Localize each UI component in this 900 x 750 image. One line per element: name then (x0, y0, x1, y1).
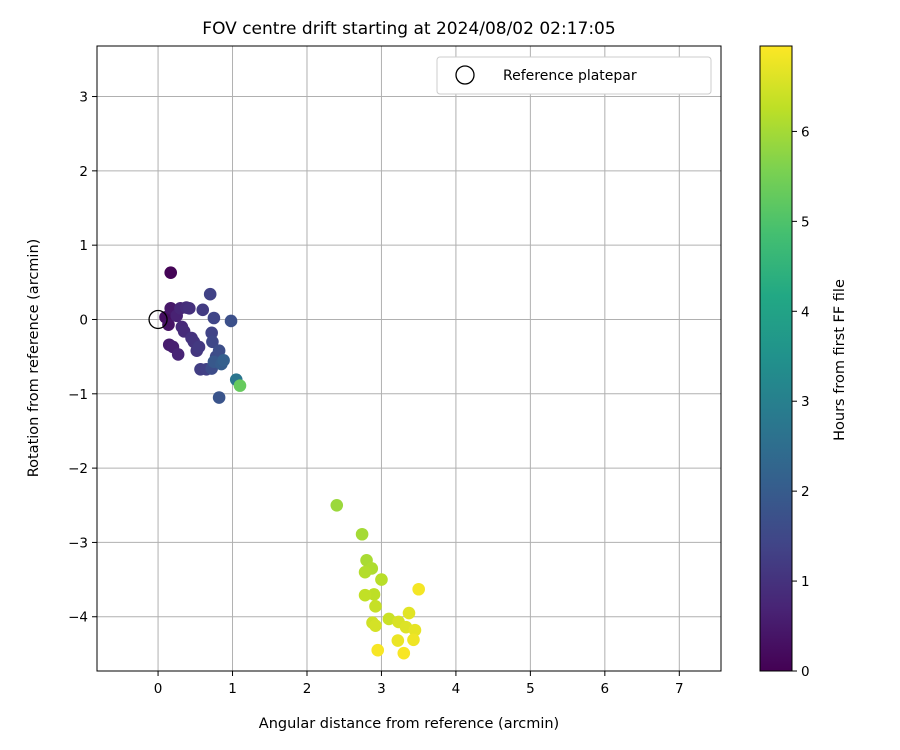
data-point (207, 311, 221, 325)
x-tick-label: 7 (675, 681, 684, 697)
y-tick-label: 2 (79, 164, 88, 180)
colorbar-tick-label: 6 (801, 124, 810, 140)
y-axis-ticks: −4 −3 −2 −1 0 1 2 3 (68, 90, 97, 626)
colorbar-tick-label: 3 (801, 394, 810, 410)
y-tick-label: −3 (68, 535, 88, 551)
data-point (224, 314, 238, 328)
x-tick-label: 0 (154, 681, 163, 697)
data-point (196, 303, 210, 317)
data-point (382, 612, 396, 626)
plot-frame (96, 45, 722, 672)
colorbar-tick-label: 1 (801, 574, 810, 590)
x-tick-label: 6 (601, 681, 610, 697)
data-point (171, 348, 185, 361)
x-tick-label: 2 (303, 681, 312, 697)
x-axis-label: Angular distance from reference (arcmin) (259, 716, 559, 732)
data-point (183, 302, 196, 315)
data-point (402, 606, 416, 620)
data-point (407, 633, 420, 647)
legend-marker (455, 65, 475, 85)
colorbar-frame (759, 45, 793, 672)
data-point (355, 527, 369, 541)
x-tick-label: 1 (228, 681, 237, 697)
data-point (391, 634, 405, 647)
data-point (233, 379, 247, 392)
data-point (408, 623, 422, 637)
colorbar-tick-label: 0 (801, 664, 810, 680)
y-tick-label: 0 (79, 312, 88, 328)
legend: Reference platepar (436, 56, 712, 95)
data-point (358, 588, 372, 602)
data-point (164, 266, 178, 279)
data-point (375, 573, 388, 586)
data-point (369, 600, 382, 613)
data-point (192, 340, 206, 354)
chart-title: FOV centre drift starting at 2024/08/02 … (202, 19, 615, 39)
data-point (412, 582, 425, 596)
colorbar-tick-label: 2 (801, 484, 810, 500)
data-point (371, 643, 385, 657)
data-point (397, 646, 411, 660)
data-points (159, 266, 425, 660)
colorbar-gradient (760, 46, 792, 671)
x-axis-ticks: 0 1 2 3 4 5 6 7 (154, 671, 684, 697)
x-tick-label: 3 (377, 681, 386, 697)
y-axis-label: Rotation from reference (arcmin) (26, 239, 42, 478)
x-tick-label: 4 (452, 681, 461, 697)
y-tick-label: 3 (79, 90, 88, 106)
data-point (162, 318, 175, 331)
legend-box (436, 56, 712, 95)
legend-entry-reference-platepar: Reference platepar (503, 68, 637, 84)
data-point (358, 565, 372, 579)
data-point (203, 287, 217, 301)
y-tick-label: −4 (68, 610, 88, 626)
data-point (369, 619, 382, 632)
y-tick-label: −1 (68, 387, 88, 403)
colorbar-ticks: 0 1 2 3 4 5 6 (792, 124, 810, 680)
data-point (212, 391, 226, 404)
data-point (217, 354, 230, 367)
data-point (212, 344, 226, 357)
x-tick-label: 5 (526, 681, 535, 697)
colorbar: 0 1 2 3 4 5 6 Hours from first FF file (759, 45, 848, 680)
colorbar-tick-label: 5 (801, 214, 810, 230)
reference-marker (148, 309, 168, 330)
y-tick-label: 1 (79, 238, 88, 254)
data-point (330, 498, 344, 512)
data-point (206, 335, 219, 349)
y-tick-label: −2 (68, 461, 88, 477)
grid-lines (97, 46, 721, 671)
colorbar-tick-label: 4 (801, 304, 810, 320)
colorbar-label: Hours from first FF file (832, 279, 848, 441)
